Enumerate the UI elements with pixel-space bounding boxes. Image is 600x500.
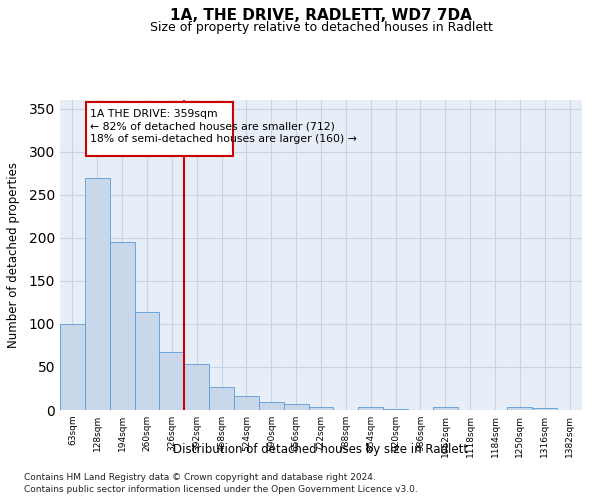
Bar (184, 364, 209, 410)
Bar (85, 178, 110, 410)
Bar (358, 406, 383, 410)
Text: Contains HM Land Registry data © Crown copyright and database right 2024.: Contains HM Land Registry data © Crown c… (24, 472, 376, 482)
Text: 18% of semi-detached houses are larger (160) →: 18% of semi-detached houses are larger (… (91, 134, 357, 144)
Bar (308, 406, 334, 410)
Text: ← 82% of detached houses are smaller (712): ← 82% of detached houses are smaller (71… (91, 122, 335, 132)
Bar (160, 352, 184, 410)
Y-axis label: Number of detached properties: Number of detached properties (7, 162, 20, 348)
Bar (284, 404, 308, 410)
Bar (60, 324, 85, 410)
Bar (110, 242, 134, 410)
Bar (134, 312, 160, 410)
Bar (234, 396, 259, 410)
Bar (259, 402, 284, 410)
Text: Contains public sector information licensed under the Open Government Licence v3: Contains public sector information licen… (24, 485, 418, 494)
FancyBboxPatch shape (86, 102, 233, 156)
Text: 1A THE DRIVE: 359sqm: 1A THE DRIVE: 359sqm (91, 110, 218, 120)
Text: Size of property relative to detached houses in Radlett: Size of property relative to detached ho… (149, 21, 493, 34)
Text: Distribution of detached houses by size in Radlett: Distribution of detached houses by size … (173, 442, 469, 456)
Bar (433, 406, 458, 410)
Bar (532, 408, 557, 410)
Bar (508, 408, 532, 410)
Bar (383, 409, 408, 410)
Text: 1A, THE DRIVE, RADLETT, WD7 7DA: 1A, THE DRIVE, RADLETT, WD7 7DA (170, 8, 472, 22)
Bar (209, 387, 234, 410)
